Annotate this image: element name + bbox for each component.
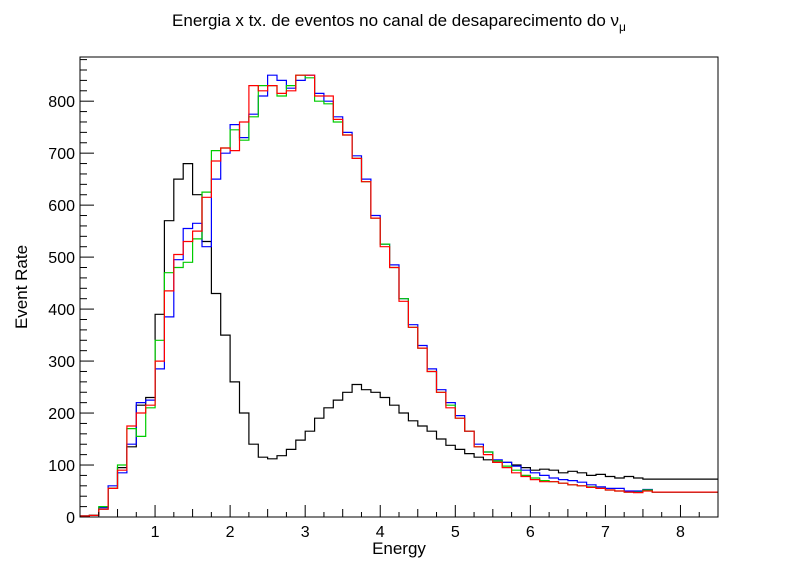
x-axis-title: Energy (372, 539, 426, 558)
y-tick-label: 300 (48, 354, 75, 371)
x-tick-label: 3 (301, 524, 310, 541)
y-axis: 0 100 200 300 400 500 600 700 800 (48, 59, 94, 527)
chart-title-symbol: ν (611, 11, 620, 30)
x-tick-label: 8 (676, 524, 685, 541)
y-tick-label: 800 (48, 94, 75, 111)
x-tick-label: 7 (601, 524, 610, 541)
x-tick-label: 1 (151, 524, 160, 541)
y-tick-label: 0 (66, 510, 75, 527)
chart-title-subscript: μ (619, 20, 626, 34)
chart-title-text: Energia x tx. de eventos no canal de des… (172, 11, 611, 30)
y-tick-label: 200 (48, 406, 75, 423)
x-tick-label: 4 (376, 524, 385, 541)
y-tick-label: 600 (48, 198, 75, 215)
chart-title: Energia x tx. de eventos no canal de des… (172, 11, 626, 34)
series-black (80, 163, 718, 517)
x-tick-label: 5 (451, 524, 460, 541)
y-tick-label: 100 (48, 458, 75, 475)
x-tick-label: 2 (226, 524, 235, 541)
y-tick-label: 500 (48, 250, 75, 267)
series-layer (80, 74, 718, 517)
x-axis: 1 2 3 4 5 6 7 8 (79, 505, 719, 541)
y-tick-label: 700 (48, 146, 75, 163)
series-red (80, 74, 718, 517)
x-tick-label: 6 (526, 524, 535, 541)
y-tick-label: 400 (48, 302, 75, 319)
y-axis-title: Event Rate (12, 245, 31, 329)
